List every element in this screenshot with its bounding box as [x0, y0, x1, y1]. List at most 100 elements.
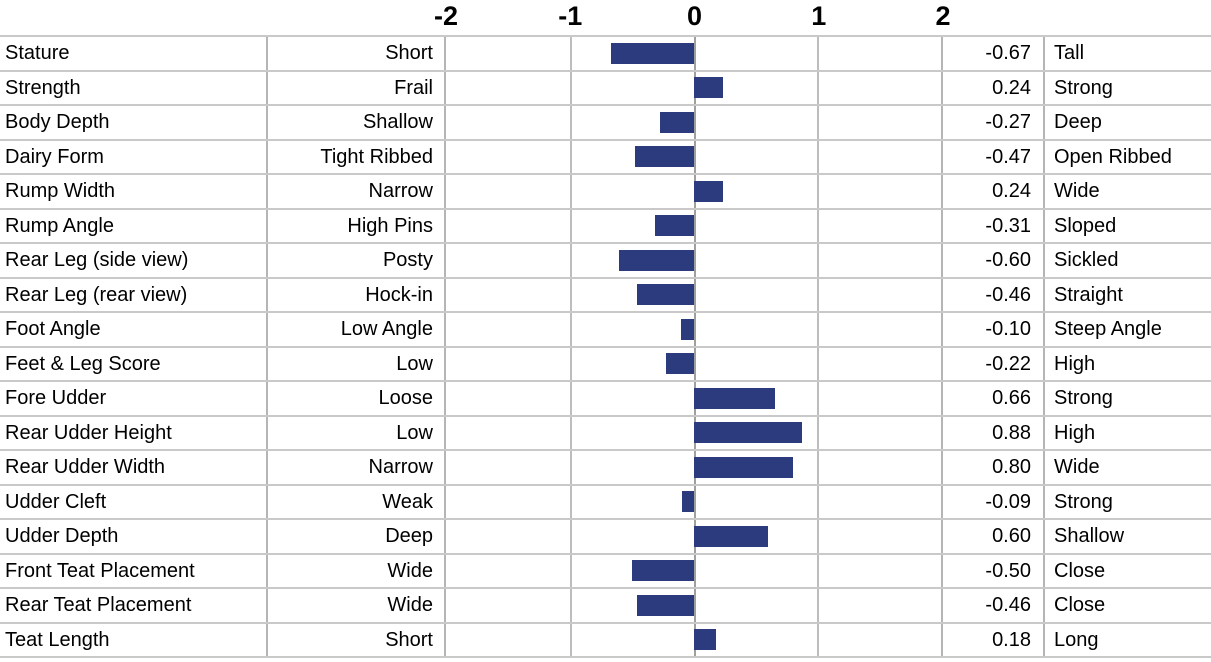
low-end-label: Wide — [268, 589, 446, 622]
low-end-label: Short — [268, 37, 446, 70]
gridline-minus1 — [569, 347, 572, 380]
high-end-label: Close — [1054, 559, 1106, 582]
sta-bar — [693, 525, 768, 547]
gridline-zero — [693, 140, 696, 173]
gridline-plus1 — [817, 106, 820, 139]
table-row: Dairy Form Tight Ribbed -0.47 Open Ribbe… — [0, 140, 1211, 175]
high-end-label: Wide — [1054, 180, 1100, 202]
sta-bar — [693, 456, 793, 478]
gridline-minus1 — [569, 589, 572, 622]
sta-value: -0.09 — [943, 485, 1045, 518]
gridline-plus1 — [817, 451, 820, 484]
high-end-label: Deep — [1054, 111, 1102, 133]
low-end-label: Short — [268, 623, 446, 656]
sta-value: -0.50 — [943, 554, 1045, 587]
sta-bar-cell — [446, 209, 943, 242]
table-row: Feet & Leg Score Low -0.22 High — [0, 347, 1211, 382]
chart-axis-header: -2 -1 0 1 2 — [434, 0, 951, 35]
high-end-label: Steep Angle — [1054, 318, 1162, 340]
gridline-minus1 — [569, 416, 572, 449]
gridline-minus1 — [569, 106, 572, 139]
sta-value: -0.46 — [943, 278, 1045, 311]
high-end-label: Strong — [1054, 76, 1113, 99]
sta-bar-cell — [446, 416, 943, 449]
trait-name: Foot Angle — [0, 313, 268, 346]
gridline-plus1 — [817, 554, 820, 587]
low-end-label: Weak — [268, 485, 446, 518]
gridline-minus1 — [569, 451, 572, 484]
gridline-minus1 — [569, 485, 572, 518]
gridline-zero — [693, 554, 696, 587]
table-row: Strength Frail 0.24 Strong — [0, 71, 1211, 106]
gridline-plus1 — [817, 209, 820, 242]
sta-bar — [693, 422, 803, 444]
sta-bar — [619, 249, 694, 271]
gridline-zero — [693, 313, 696, 346]
sta-bar — [682, 491, 694, 513]
high-end-label: Shallow — [1054, 525, 1125, 547]
table-row: Rear Teat Placement Wide -0.46 Close — [0, 589, 1211, 624]
trait-name: Strength — [0, 71, 268, 104]
gridline-plus1 — [817, 416, 820, 449]
low-end-label: Hock-in — [268, 278, 446, 311]
sta-value: 0.24 — [943, 175, 1045, 208]
sta-bar — [636, 594, 694, 616]
sta-value: -0.31 — [943, 209, 1045, 242]
table-row: Rear Leg (rear view) Hock-in -0.46 Strai… — [0, 278, 1211, 313]
high-end-label: Strong — [1054, 490, 1113, 513]
axis-tick-label: 0 — [686, 1, 703, 31]
sta-value: -0.47 — [943, 140, 1045, 173]
gridline-zero — [693, 589, 696, 622]
low-end-label: Shallow — [268, 106, 446, 139]
trait-name: Udder Cleft — [0, 485, 268, 518]
sta-bar-cell — [446, 520, 943, 553]
high-end-label: Wide — [1054, 456, 1100, 478]
gridline-zero — [693, 347, 696, 380]
gridline-zero — [693, 244, 696, 277]
table-row: Fore Udder Loose 0.66 Strong — [0, 382, 1211, 417]
gridline-plus1 — [817, 37, 820, 70]
high-end-label: Open Ribbed — [1054, 145, 1172, 168]
gridline-minus1 — [569, 140, 572, 173]
gridline-plus1 — [817, 382, 820, 415]
sta-bar — [693, 387, 776, 409]
gridline-minus1 — [569, 623, 572, 656]
low-end-label: Loose — [268, 382, 446, 415]
gridline-minus1 — [569, 278, 572, 311]
sta-bar-cell — [446, 71, 943, 104]
sta-bar-cell — [446, 382, 943, 415]
sta-bar — [635, 146, 694, 168]
high-end-label: High — [1054, 352, 1096, 375]
axis-tick-label: 2 — [935, 1, 951, 31]
low-end-label: Wide — [268, 554, 446, 587]
sta-bar-cell — [446, 175, 943, 208]
table-row: Udder Depth Deep 0.60 Shallow — [0, 520, 1211, 555]
low-end-label: Low — [268, 347, 446, 380]
sta-bar — [610, 42, 694, 64]
sta-table: Stature Short -0.67 Tall Strength Frail … — [0, 35, 1211, 658]
table-row: Rear Udder Width Narrow 0.80 Wide — [0, 451, 1211, 486]
gridline-plus1 — [817, 175, 820, 208]
sta-bar — [693, 180, 724, 202]
table-row: Rump Width Narrow 0.24 Wide — [0, 175, 1211, 210]
sta-bar-cell — [446, 347, 943, 380]
high-end-label: Sickled — [1054, 249, 1119, 271]
gridline-plus1 — [817, 140, 820, 173]
trait-name: Teat Length — [0, 623, 268, 656]
axis-tick-label: -1 — [558, 1, 583, 31]
sta-bar-cell — [446, 554, 943, 587]
low-end-label: Narrow — [268, 451, 446, 484]
sta-value: -0.60 — [943, 244, 1045, 277]
sta-bar-cell — [446, 589, 943, 622]
gridline-plus1 — [817, 589, 820, 622]
sta-value: -0.27 — [943, 106, 1045, 139]
gridline-plus1 — [817, 347, 820, 380]
trait-name: Fore Udder — [0, 382, 268, 415]
sta-value: 0.18 — [943, 623, 1045, 656]
gridline-minus1 — [569, 554, 572, 587]
sta-value: -0.22 — [943, 347, 1045, 380]
gridline-plus1 — [817, 278, 820, 311]
high-end-label: Straight — [1054, 283, 1123, 306]
gridline-plus1 — [817, 485, 820, 518]
